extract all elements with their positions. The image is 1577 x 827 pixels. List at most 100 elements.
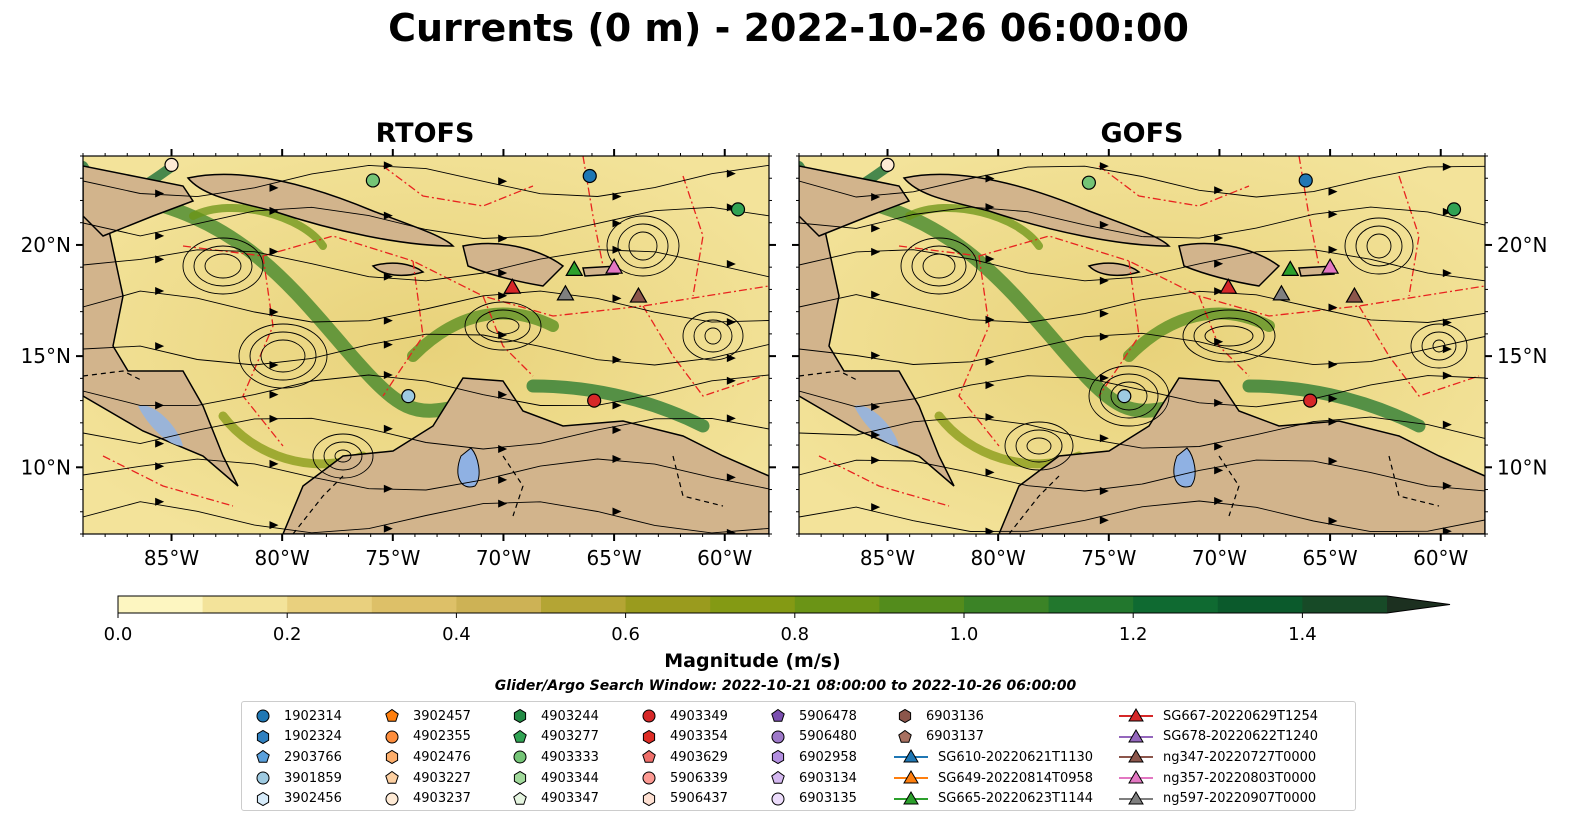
stream-arrow (383, 272, 393, 281)
legend-item: 5906478 (767, 706, 857, 727)
colorbar-segment (287, 596, 373, 613)
stream-arrow (612, 507, 622, 516)
colorbar-tick-label: 1.4 (1288, 624, 1317, 645)
triangle-line-marker-icon (1119, 749, 1153, 763)
legend: 1902314 1902324 2903766 3901859 3902456 39024… (241, 701, 1356, 811)
stream-arrow (985, 174, 995, 183)
pentagon-marker-icon (385, 709, 399, 723)
streamline (799, 375, 1485, 408)
map-gofs: 85°W 80°W 75°W 70°W 65°W 60°W 20°N 15°N 10°N (792, 149, 1547, 570)
stream-arrow (726, 376, 736, 385)
stream-arrow (726, 318, 736, 327)
legend-item: 1902324 (252, 727, 342, 748)
land-mass (998, 377, 1485, 534)
colorbar-bar (117, 595, 1451, 614)
eddy-streamline (628, 231, 658, 261)
legend-item: 6903136 (894, 706, 1093, 727)
x-tick-label: 65°W (1302, 546, 1357, 570)
stream-arrow (1214, 466, 1224, 475)
legend-item: 4902355 (381, 727, 471, 748)
circle-marker-icon (642, 709, 656, 723)
colorbar-segment (710, 596, 796, 613)
legend-label: SG678-20220622T1240 (1163, 729, 1319, 745)
legend-item: 6903134 (767, 768, 857, 789)
legend-label: 4903277 (541, 729, 599, 745)
legend-item: 4903344 (509, 768, 599, 789)
stream-arrow (612, 425, 622, 434)
legend-label: 4903227 (413, 770, 471, 786)
land-mass (282, 377, 769, 534)
stream-arrow (498, 330, 508, 339)
legend-item: 4902476 (381, 747, 471, 768)
land-mass (1178, 242, 1281, 287)
legend-item: SG667-20220629T1254 (1119, 706, 1318, 727)
eddy-streamline (1204, 325, 1254, 347)
stream-arrow (155, 439, 165, 448)
eez-boundary (102, 455, 234, 507)
legend-label: 5906339 (670, 770, 728, 786)
eez-boundary (1198, 295, 1250, 377)
y-tick-label: 15°N (21, 344, 71, 368)
legend-item: 3902457 (381, 706, 471, 727)
eddy-streamline (900, 237, 978, 295)
triangle-line-marker-icon (1119, 790, 1153, 805)
legend-item: SG649-20220814T0958 (894, 768, 1093, 789)
stream-arrow (269, 521, 279, 530)
eez-boundary (382, 165, 534, 207)
eddy-streamline (1410, 323, 1468, 369)
marker-ng347-20220727T0000 (1345, 286, 1364, 303)
stream-arrow (985, 468, 995, 477)
legend-label: 4903347 (541, 791, 599, 807)
land-mass (799, 210, 955, 487)
stream-arrow (726, 354, 736, 363)
country-border (1388, 455, 1440, 507)
land-mass (902, 173, 1171, 247)
eddy-streamline (1366, 233, 1392, 259)
circle-marker-icon (771, 730, 785, 744)
circle-marker-icon (513, 750, 527, 764)
streamline (83, 417, 769, 450)
marker-1902314 (582, 168, 597, 184)
stream-arrow (871, 456, 881, 465)
legend-item: 4903227 (381, 768, 471, 789)
map-rtofs: 85°W 80°W 75°W 70°W 65°W 60°W 20°N 15°N 10°N (21, 149, 776, 570)
eddy-streamline (1099, 373, 1159, 419)
legend-label: ng347-20220727T0000 (1163, 749, 1317, 765)
stream-arrow (1442, 318, 1452, 327)
eddy-streamline (334, 449, 352, 463)
legend-label: ng357-20220803T0000 (1163, 770, 1317, 786)
legend-item: 4903237 (381, 788, 471, 809)
legend-column: 6903136 6903137 SG610-20220621T1130 SG649-2… (894, 706, 1093, 809)
stream-arrow (612, 219, 622, 228)
legend-label: 2903766 (284, 749, 342, 765)
legend-label: 3902457 (413, 708, 471, 724)
colorbar-extend (1387, 596, 1450, 613)
eddy-streamline (1421, 331, 1457, 361)
eddy-streamline (1015, 429, 1063, 463)
eez-boundary (1098, 260, 1140, 397)
stream-arrow (498, 475, 508, 484)
colorbar-segment (456, 596, 542, 613)
y-tick-label: 10°N (21, 455, 71, 479)
stream-arrow (383, 424, 393, 433)
marker-4903237 (880, 157, 895, 172)
stream-arrow (612, 455, 622, 464)
eddy-streamline (1026, 437, 1052, 455)
eddy-streamline (323, 441, 363, 471)
map-panels: 85°W 80°W 75°W 70°W 65°W 60°W 20°N 15°N 10°N 85°… (21, 149, 1547, 570)
legend-item: 6902958 (767, 747, 857, 768)
legend-item: 2903766 (252, 747, 342, 768)
triangle-line-marker-icon (894, 790, 928, 805)
eddy-streamline (260, 339, 306, 373)
legend-label: 6902958 (799, 749, 857, 765)
streamline (799, 290, 1485, 323)
eddy-streamline (617, 223, 669, 269)
eez-boundary (482, 295, 534, 377)
legend-label: 1902324 (284, 729, 342, 745)
legend-label: 4903244 (541, 708, 599, 724)
legend-label: SG649-20220814T0958 (938, 770, 1094, 786)
legend-label: 4903237 (413, 791, 471, 807)
stream-arrow (1214, 186, 1224, 195)
eddy-streamline (193, 245, 253, 287)
marker-SG667-20220629T1254 (503, 277, 522, 294)
